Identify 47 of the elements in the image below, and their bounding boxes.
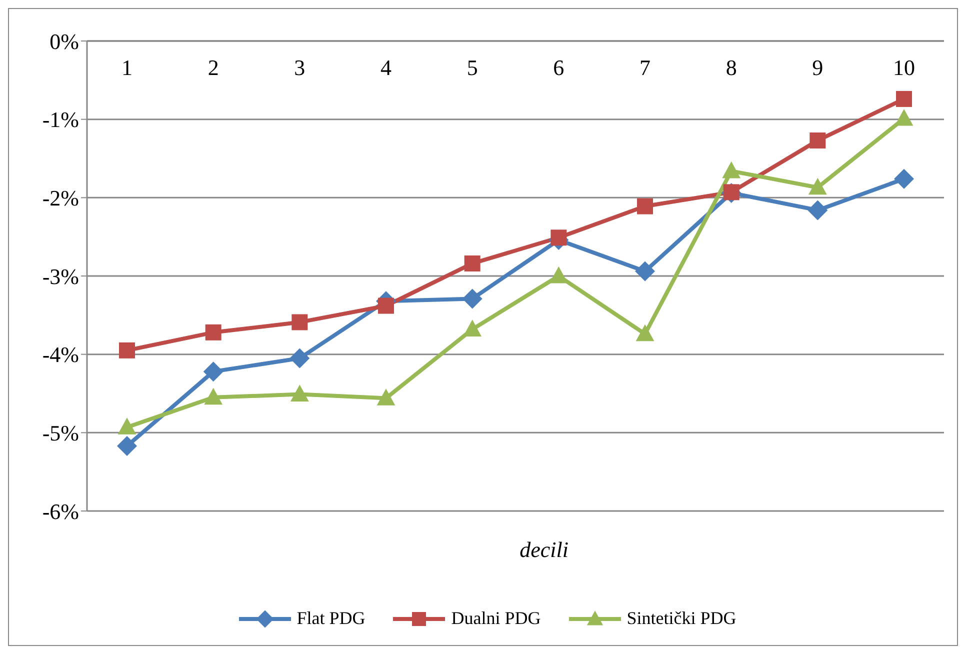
point [464,255,480,272]
x-tick-label: 7 [640,55,650,80]
point [378,298,394,314]
legend-label: Dualni PDG [451,608,541,629]
point [550,230,567,246]
y-tick-label: -1% [42,107,79,132]
legend-label: Sintetički PDG [626,608,736,629]
legend-label: Flat PDG [296,608,366,629]
y-tick-label: -6% [42,498,79,524]
point [119,342,135,358]
y-tick-label: -5% [42,420,79,446]
y-tick-label: -2% [42,185,79,210]
point [204,388,223,405]
point [808,200,828,220]
point [810,132,826,148]
point [896,90,912,107]
point [808,178,827,195]
point [463,320,482,336]
point [290,384,309,402]
point [636,324,654,342]
y-tick-label: -3% [42,264,79,289]
x-tick-label: 6 [553,55,564,80]
y-tick-label: 0% [50,28,79,54]
point [637,198,653,214]
x-tick-label: 8 [726,55,737,80]
point [117,436,137,456]
point [292,314,308,330]
point [118,418,136,434]
x-tick-label: 9 [812,55,824,80]
x-tick-label: 5 [466,55,478,80]
point [462,288,482,309]
point [203,362,224,382]
x-tick-label: 4 [380,55,392,80]
point [722,161,741,178]
point [549,266,568,284]
point [635,261,655,282]
point [894,168,914,189]
x-tick-label: 3 [294,55,306,80]
x-tick-label: 10 [893,55,915,80]
point [376,388,396,406]
x-axis-title: decili [518,537,570,563]
y-tick-label: -4% [42,342,79,368]
point [290,348,310,368]
x-tick-label: 2 [208,55,219,80]
x-tick-label: 1 [122,55,132,80]
point [894,108,914,126]
point [205,324,222,340]
